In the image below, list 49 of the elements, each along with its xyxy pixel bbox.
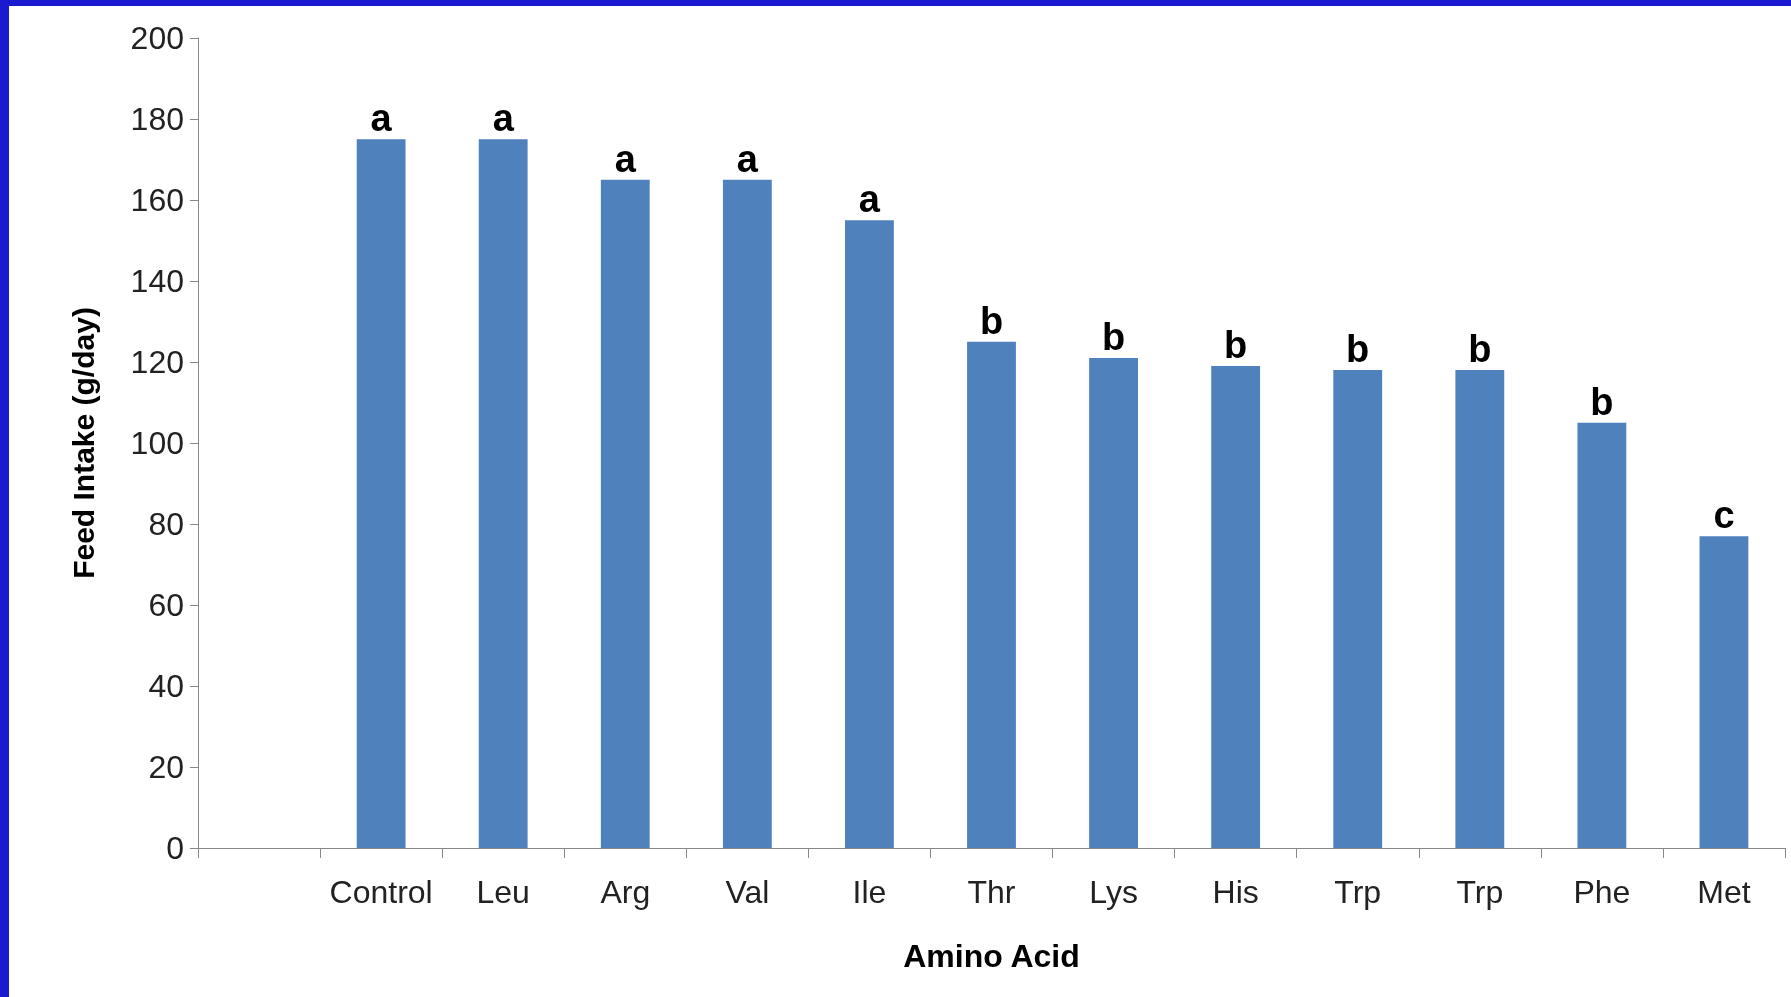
bar — [845, 220, 894, 848]
data-label: b — [1590, 380, 1614, 423]
data-label: a — [370, 97, 393, 140]
y-tick-label: 0 — [166, 830, 184, 866]
y-tick-label: 80 — [148, 506, 184, 542]
data-label: b — [1101, 315, 1126, 358]
y-tick-label: 40 — [148, 668, 184, 704]
x-tick-label: Lys — [1089, 874, 1138, 910]
data-label: b — [1468, 328, 1492, 371]
y-tick-label: 140 — [130, 263, 184, 299]
y-tick-label: 120 — [130, 344, 184, 380]
x-tick-label: Arg — [600, 874, 651, 910]
x-tick-label: Val — [725, 874, 770, 910]
bar — [722, 179, 772, 848]
y-tick-label: 60 — [148, 587, 184, 623]
data-label: b — [1224, 324, 1248, 367]
x-tick-label: Phe — [1573, 874, 1631, 910]
bar — [600, 179, 650, 848]
x-tick-label: Ile — [852, 874, 887, 910]
bar — [356, 139, 406, 848]
data-label: a — [614, 137, 637, 180]
y-axis-title: Feed Intake (g/day) — [66, 307, 100, 579]
y-tick-label: 20 — [148, 749, 184, 785]
x-tick-label: Trp — [1456, 874, 1504, 910]
data-label: b — [1346, 328, 1370, 371]
data-label: a — [858, 178, 881, 221]
bar — [1089, 357, 1138, 848]
x-tick-label: Leu — [476, 874, 530, 910]
data-label: c — [1713, 494, 1735, 537]
x-tick-label: Control — [329, 874, 433, 910]
bar — [1699, 536, 1749, 848]
x-axis-title: Amino Acid — [903, 938, 1080, 974]
y-tick-label: 100 — [130, 425, 184, 461]
data-label: b — [979, 299, 1004, 342]
data-label: a — [736, 137, 759, 180]
bar — [1333, 370, 1383, 848]
x-tick-label: His — [1212, 874, 1259, 910]
bar — [478, 139, 528, 848]
y-tick-label: 160 — [130, 182, 184, 218]
x-tick-label: Met — [1697, 874, 1751, 910]
bar — [1455, 370, 1505, 848]
bar — [967, 341, 1016, 848]
bar — [1211, 366, 1261, 848]
data-label: a — [492, 97, 515, 140]
y-tick-label: 200 — [130, 20, 184, 56]
y-tick-label: 180 — [130, 101, 184, 137]
x-tick-label: Thr — [967, 874, 1016, 910]
x-tick-label: Trp — [1334, 874, 1382, 910]
bar — [1577, 422, 1627, 848]
